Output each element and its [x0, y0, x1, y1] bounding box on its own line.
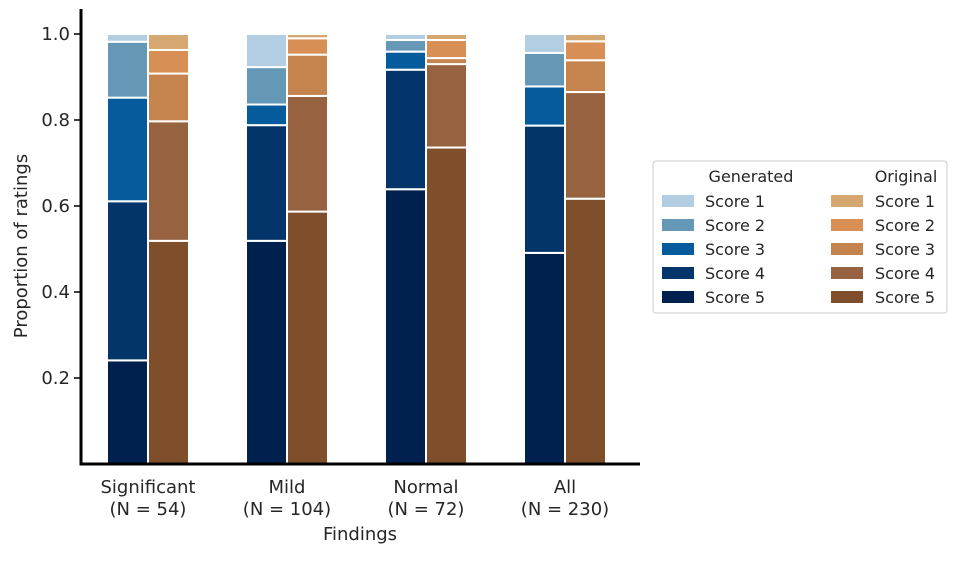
bar-segment-generated-mild-score-4	[245, 124, 288, 242]
y-tick-label: 0.2	[41, 368, 70, 389]
bar-segment-original-all-score-5	[564, 197, 607, 465]
legend-frame	[652, 160, 948, 314]
y-ticks: 0.2 0.4 0.6 0.8 1.0	[41, 24, 81, 389]
x-axis-label: Findings	[323, 524, 397, 545]
y-axis-label: Proportion of ratings	[11, 154, 32, 338]
bar-segment-original-mild-score-1	[286, 33, 329, 40]
bar-segment-original-significant-score-4	[147, 120, 190, 242]
legend-swatch-original-score-4	[831, 267, 863, 279]
legend-swatch-generated-score-2	[662, 219, 694, 231]
legend-swatch-generated-score-3	[662, 243, 694, 255]
legend-swatch-original-score-3	[831, 243, 863, 255]
bar-segment-original-significant-score-2	[147, 48, 190, 75]
legend-swatch-generated-score-4	[662, 267, 694, 279]
legend-swatch-generated-score-5	[662, 291, 694, 303]
bar-segment-generated-significant-score-5	[106, 359, 149, 465]
bar-segment-original-significant-score-3	[147, 72, 190, 123]
bar-segment-original-significant-score-1	[147, 33, 190, 51]
bar-segment-generated-normal-score-2	[384, 39, 427, 53]
legend-swatch-original-score-5	[831, 291, 863, 303]
x-tick-label: All	[554, 477, 576, 498]
bar-segment-generated-mild-score-3	[245, 103, 288, 127]
x-tick-sublabel: (N = 104)	[243, 499, 331, 520]
bar-segment-original-significant-score-5	[147, 239, 190, 465]
legend-label-original-score-2: Score 2	[875, 216, 935, 235]
bar-segment-original-all-score-4	[564, 91, 607, 200]
legend-entries: Score 1 Score 2 Score 3 Score 4 Score 5 Score…	[662, 192, 935, 307]
bar-segment-original-mild-score-4	[286, 94, 329, 213]
legend: Generated Original Score 1 Score 2 Score 3…	[652, 160, 948, 314]
x-tick-label: Mild	[269, 477, 306, 498]
x-tick-label: Normal	[393, 477, 458, 498]
y-tick-label: 0.4	[41, 282, 70, 303]
bar-segment-generated-mild-score-2	[245, 66, 288, 106]
y-tick-label: 0.6	[41, 196, 70, 217]
bar-segment-original-normal-score-4	[425, 63, 468, 149]
legend-label-original-score-4: Score 4	[875, 264, 935, 283]
bar-segment-generated-normal-score-1	[384, 33, 427, 42]
y-tick-label: 1.0	[41, 24, 70, 45]
bar-segment-generated-normal-score-5	[384, 188, 427, 465]
bar-segment-generated-mild-score-5	[245, 239, 288, 465]
legend-title-generated: Generated	[709, 167, 794, 186]
bar-segment-generated-all-score-5	[523, 251, 566, 465]
legend-swatch-generated-score-1	[662, 195, 694, 207]
legend-label-generated-score-5: Score 5	[705, 288, 765, 307]
bar-segment-original-mild-score-3	[286, 53, 329, 97]
legend-label-generated-score-1: Score 1	[705, 192, 765, 211]
bar-segment-generated-mild-score-1	[245, 33, 288, 69]
bar-segment-original-normal-score-1	[425, 33, 468, 42]
bar-segment-original-all-score-1	[564, 33, 607, 43]
bar-segment-original-all-score-2	[564, 40, 607, 62]
bar-segment-generated-significant-score-4	[106, 200, 149, 362]
legend-label-generated-score-3: Score 3	[705, 240, 765, 259]
bar-segment-generated-normal-score-4	[384, 68, 427, 191]
legend-label-generated-score-2: Score 2	[705, 216, 765, 235]
bar-segment-original-mild-score-2	[286, 37, 329, 56]
bar-segment-generated-all-score-1	[523, 33, 566, 54]
bar-segment-original-normal-score-2	[425, 39, 468, 60]
bar-segment-generated-all-score-4	[523, 124, 566, 254]
legend-swatch-original-score-1	[831, 195, 863, 207]
bars-layer	[106, 33, 607, 466]
legend-label-original-score-3: Score 3	[875, 240, 935, 259]
bar-segment-original-normal-score-5	[425, 146, 468, 466]
bar-segment-generated-significant-score-1	[106, 33, 149, 43]
y-tick-label: 0.8	[41, 110, 70, 131]
legend-label-original-score-5: Score 5	[875, 288, 935, 307]
bar-segment-generated-significant-score-2	[106, 40, 149, 99]
x-ticks: Significant(N = 54)Mild(N = 104)Normal(N…	[101, 477, 610, 520]
bar-segment-original-mild-score-5	[286, 210, 329, 465]
bar-segment-generated-all-score-2	[523, 51, 566, 88]
axes-layer	[79, 9, 640, 466]
x-tick-sublabel: (N = 230)	[521, 499, 609, 520]
legend-label-original-score-1: Score 1	[875, 192, 935, 211]
x-tick-sublabel: (N = 54)	[110, 499, 187, 520]
x-tick-label: Significant	[101, 477, 196, 498]
legend-title-original: Original	[875, 167, 938, 186]
legend-swatch-original-score-2	[831, 219, 863, 231]
bar-segment-generated-significant-score-3	[106, 96, 149, 203]
legend-label-generated-score-4: Score 4	[705, 264, 765, 283]
x-tick-sublabel: (N = 72)	[388, 499, 465, 520]
bar-segment-generated-normal-score-3	[384, 50, 427, 71]
bar-segment-generated-all-score-3	[523, 85, 566, 127]
bar-segment-original-all-score-3	[564, 59, 607, 94]
